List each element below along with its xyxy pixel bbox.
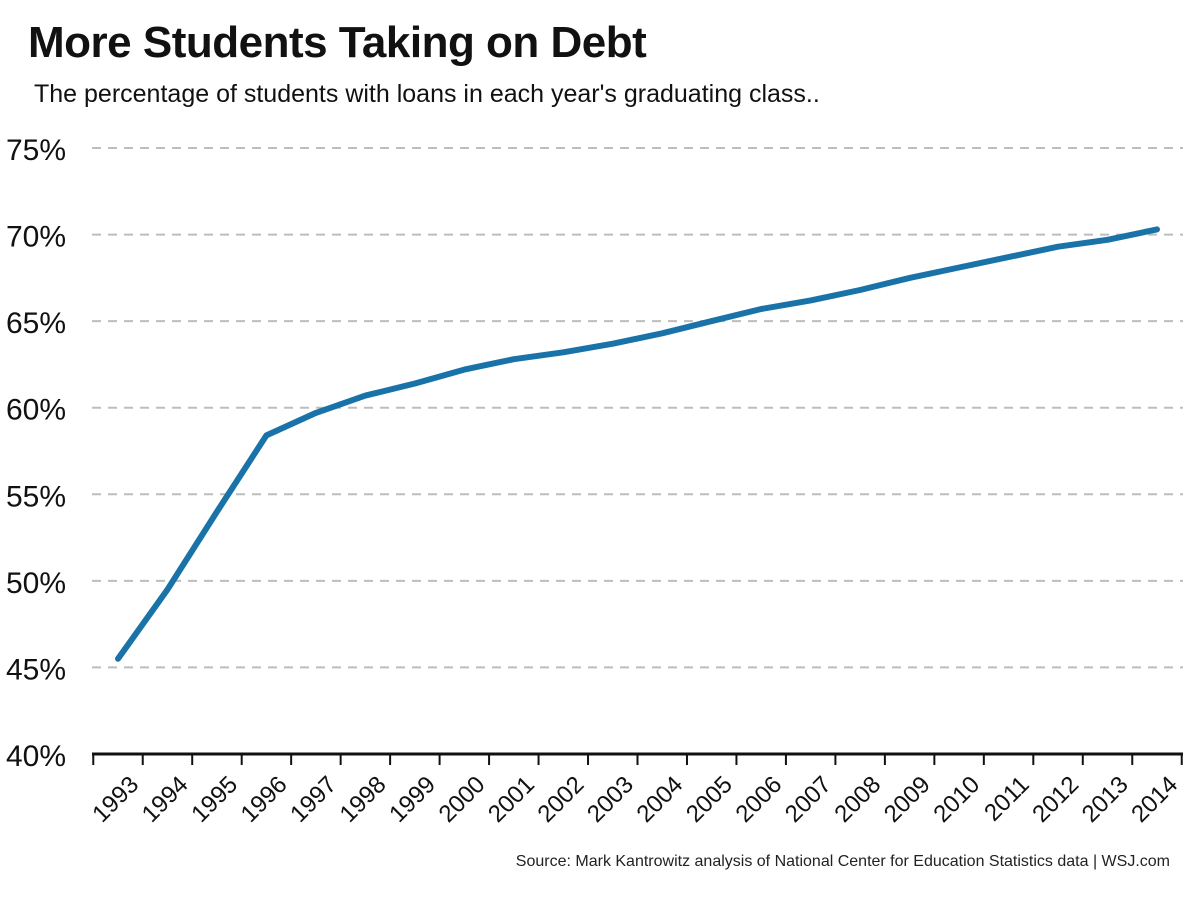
x-tick-label: 2010 <box>928 771 985 828</box>
y-tick-label: 75% <box>6 134 66 167</box>
x-tick-label: 2011 <box>979 771 1035 827</box>
x-tick-label: 1999 <box>384 771 441 828</box>
x-tick-label: 1996 <box>236 771 293 828</box>
chart-subtitle: The percentage of students with loans in… <box>34 80 820 108</box>
chart-title: More Students Taking on Debt <box>28 18 647 67</box>
x-tick-label: 1997 <box>285 771 342 828</box>
x-tick-label: 2012 <box>1027 771 1084 828</box>
x-tick-label: 2002 <box>533 771 590 828</box>
x-tick-label: 2000 <box>434 771 491 828</box>
x-tick-label: 2004 <box>632 771 689 828</box>
x-tick-label: 2009 <box>879 771 936 828</box>
x-tick-label: 2005 <box>681 771 738 828</box>
y-tick-label: 50% <box>6 567 66 600</box>
x-tick-label: 2014 <box>1126 771 1183 828</box>
y-axis-ticks: 40% 45% 50% 55% 60% 65% 70% 75% <box>6 134 66 773</box>
x-axis-ticks: 1993199419951996199719981999200020012002… <box>87 754 1183 828</box>
y-tick-label: 70% <box>6 221 66 254</box>
y-tick-label: 45% <box>6 653 66 686</box>
y-tick-label: 40% <box>6 740 66 773</box>
source-note: Source: Mark Kantrowitz analysis of Nati… <box>515 853 1170 870</box>
x-tick-label: 2001 <box>483 771 540 828</box>
x-tick-label: 1998 <box>335 771 392 828</box>
x-tick-label: 2006 <box>730 771 787 828</box>
y-tick-label: 65% <box>6 307 66 340</box>
x-tick-label: 2013 <box>1077 771 1134 828</box>
y-tick-label: 55% <box>6 480 66 513</box>
gridlines <box>92 147 1183 669</box>
y-tick-label: 60% <box>6 394 66 427</box>
x-tick-label: 2008 <box>829 771 886 828</box>
x-tick-label: 2003 <box>582 771 639 828</box>
x-tick-label: 1995 <box>186 771 243 828</box>
x-tick-label: 1994 <box>137 771 194 828</box>
series-line <box>115 226 1160 662</box>
x-tick-label: 1993 <box>87 771 144 828</box>
x-tick-label: 2007 <box>780 771 837 828</box>
